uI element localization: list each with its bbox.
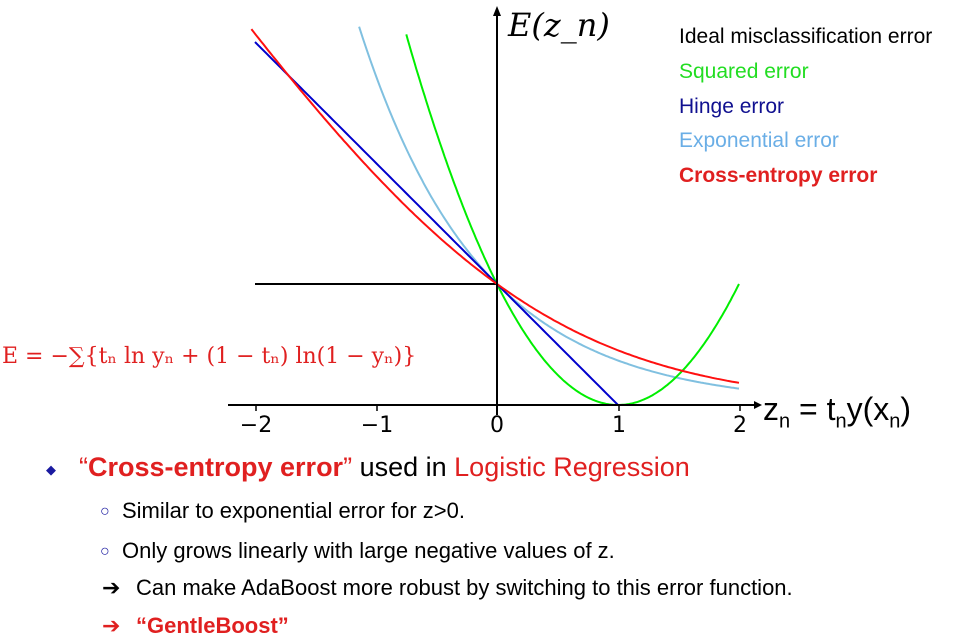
arrow-bullet-1: ➔ Can make AdaBoost more robust by switch…: [102, 575, 793, 601]
bullet-main-end: Logistic Regression: [454, 452, 690, 482]
y-axis-label: E(z_n): [508, 6, 610, 44]
legend-item-cross-entropy: Cross-entropy error: [679, 164, 878, 188]
sub-bullet-2: ○ Only grows linearly with large negative…: [100, 538, 615, 564]
sub-bullet-2-text: Only grows linearly with large negative …: [122, 538, 615, 563]
x-label-sub: n: [835, 410, 847, 433]
arrow-bullet-2: ➔ “GentleBoost”: [102, 613, 289, 639]
axes: [228, 6, 762, 415]
circle-bullet-icon: ○: [100, 543, 110, 560]
x-label-eq: = t: [790, 391, 836, 427]
highlight-term: Cross-entropy error: [88, 452, 344, 482]
x-label-z: z: [763, 391, 779, 427]
x-tick-label: 2: [733, 413, 747, 438]
x-tick-label: 1: [612, 413, 626, 438]
x-tick-labels: −2 −1 0 1 2: [240, 413, 747, 438]
x-label-sub: n: [779, 410, 791, 433]
right-arrow-icon: ➔: [102, 575, 121, 600]
x-label-y: y(x: [846, 391, 890, 427]
cross-entropy-error-curve: [250, 28, 740, 384]
cross-entropy-formula: E = −∑{tₙ ln yₙ + (1 − tₙ) ln(1 − yₙ)}: [2, 344, 417, 369]
legend-item-exponential: Exponential error: [679, 129, 839, 153]
diamond-bullet-icon: ◆: [46, 462, 56, 477]
legend-item-ideal: Ideal misclassification error: [679, 25, 933, 48]
legend: Ideal misclassification error Squared er…: [679, 20, 932, 194]
right-arrow-icon: ➔: [102, 613, 121, 638]
arrow-bullet-2-text: “GentleBoost”: [136, 613, 289, 638]
sub-bullet-1: ○ Similar to exponential error for z>0.: [100, 498, 465, 524]
legend-item-squared: Squared error: [679, 59, 809, 83]
x-tick-label: 0: [490, 413, 504, 438]
x-tick-label: −1: [361, 413, 393, 438]
arrow-bullet-1-text: Can make AdaBoost more robust by switchi…: [136, 575, 793, 600]
x-axis-label: zn = tny(xn): [763, 391, 911, 433]
x-tick-label: −2: [240, 413, 272, 438]
squared-error-curve: [405, 34, 740, 406]
circle-bullet-icon: ○: [100, 503, 110, 520]
y-axis-arrow: [493, 6, 501, 16]
legend-item-hinge: Hinge error: [679, 94, 785, 118]
bullet-main-text: “Cross-entropy error” used in Logistic R…: [79, 452, 690, 483]
bullet-main-mid: used in: [352, 452, 455, 482]
x-axis-arrow: [754, 401, 762, 409]
error-functions-chart: −2 −1 0 1 2: [228, 6, 762, 438]
x-label-sub: n: [889, 410, 901, 433]
x-label-close: ): [900, 391, 912, 427]
open-quote: “: [79, 452, 88, 482]
close-quote: ”: [343, 452, 353, 482]
sub-bullet-1-text: Similar to exponential error for z>0.: [122, 498, 465, 523]
